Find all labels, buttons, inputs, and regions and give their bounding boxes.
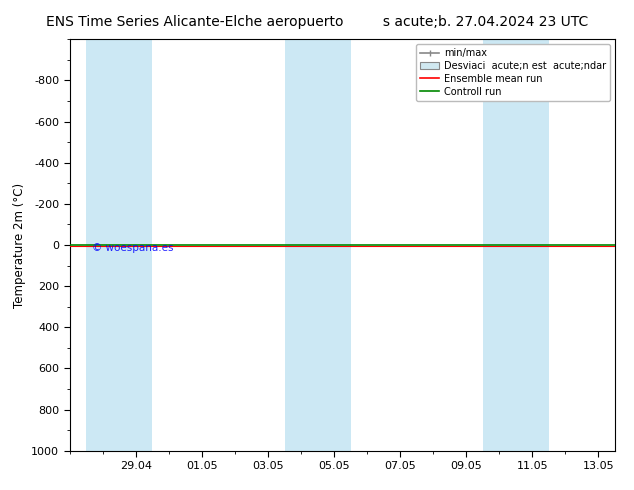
Bar xyxy=(483,39,549,451)
Bar xyxy=(86,39,152,451)
Bar xyxy=(285,39,351,451)
Text: © woespana.es: © woespana.es xyxy=(91,243,173,253)
Text: ENS Time Series Alicante-Elche aeropuerto         s acute;b. 27.04.2024 23 UTC: ENS Time Series Alicante-Elche aeropuert… xyxy=(46,15,588,29)
Y-axis label: Temperature 2m (°C): Temperature 2m (°C) xyxy=(13,182,26,308)
Legend: min/max, Desviaci  acute;n est  acute;ndar, Ensemble mean run, Controll run: min/max, Desviaci acute;n est acute;ndar… xyxy=(416,44,610,100)
